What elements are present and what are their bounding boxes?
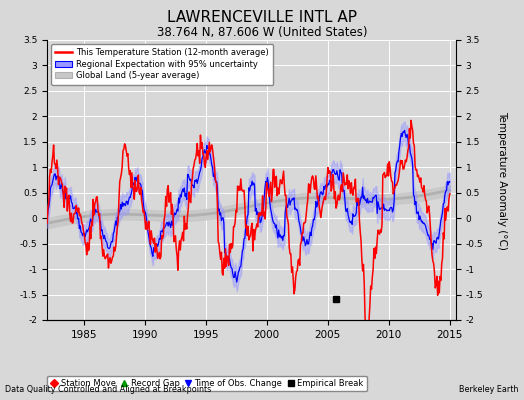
- Text: LAWRENCEVILLE INTL AP: LAWRENCEVILLE INTL AP: [167, 10, 357, 25]
- Legend: Station Move, Record Gap, Time of Obs. Change, Empirical Break: Station Move, Record Gap, Time of Obs. C…: [47, 376, 367, 392]
- Text: 38.764 N, 87.606 W (United States): 38.764 N, 87.606 W (United States): [157, 26, 367, 39]
- Y-axis label: Temperature Anomaly (°C): Temperature Anomaly (°C): [497, 110, 507, 250]
- Text: Berkeley Earth: Berkeley Earth: [460, 385, 519, 394]
- Text: Data Quality Controlled and Aligned at Breakpoints: Data Quality Controlled and Aligned at B…: [5, 385, 212, 394]
